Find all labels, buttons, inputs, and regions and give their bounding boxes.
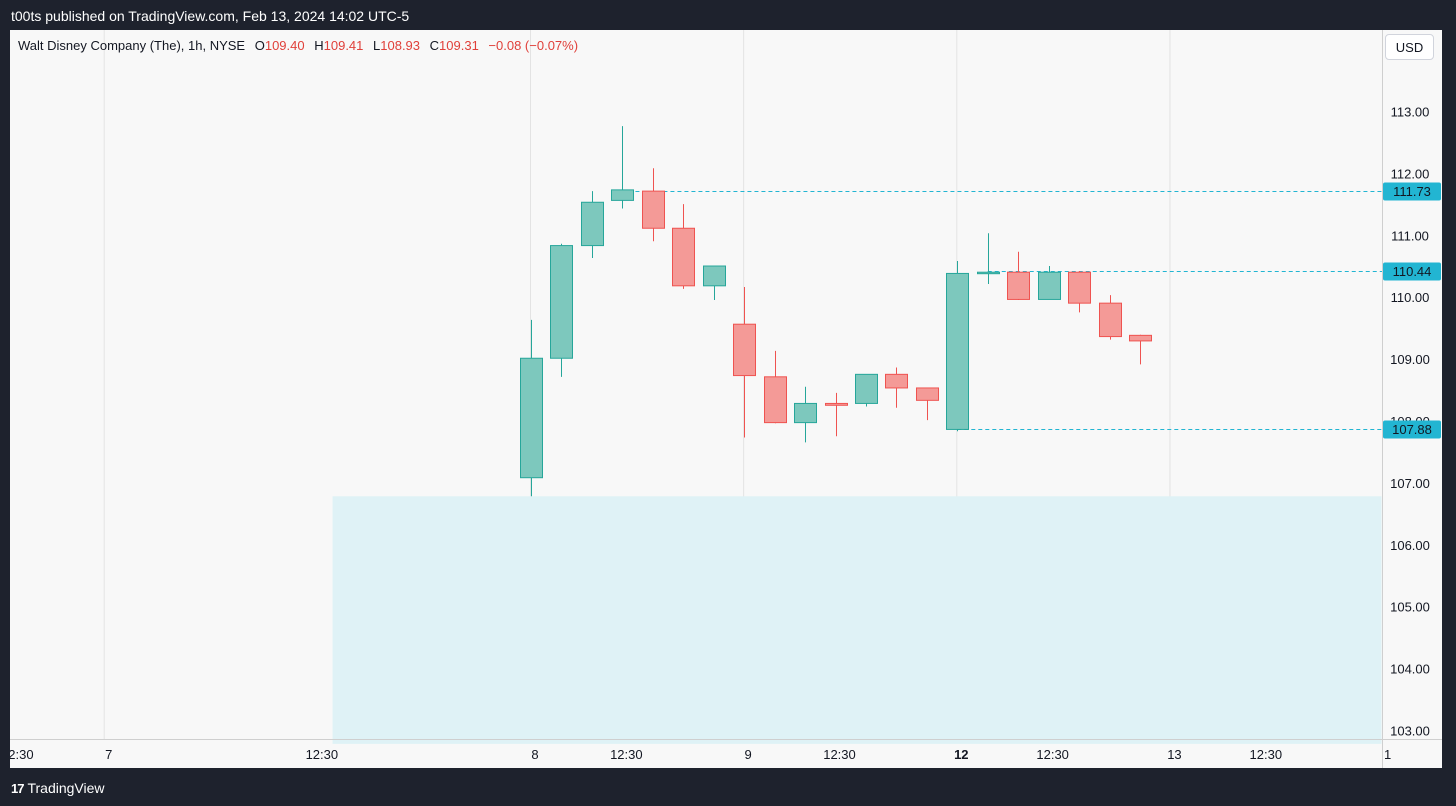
open-value: 109.40	[264, 38, 305, 53]
price-tick-label: 112.00	[1391, 166, 1430, 181]
candle-body	[611, 189, 634, 201]
publish-header: t00ts published on TradingView.com, Feb …	[0, 0, 1456, 30]
time-tick-label: 12:30	[10, 747, 34, 762]
price-tick-label: 106.00	[1390, 538, 1430, 553]
close-label: C	[429, 38, 440, 53]
open-label: O	[254, 38, 265, 53]
candle-body	[916, 387, 939, 401]
time-tick-label: 12	[954, 747, 968, 762]
candle-body	[581, 201, 604, 247]
level-price-tag	[1383, 182, 1441, 201]
candle-body	[1068, 271, 1091, 304]
candle-body	[1099, 302, 1122, 338]
change-value: −0.08 (−0.07%)	[488, 38, 579, 53]
low-value: 108.93	[380, 38, 421, 53]
time-tick-label: 8	[531, 747, 538, 762]
level-price-tag	[1383, 420, 1441, 439]
time-tick-label: 7	[105, 747, 112, 762]
candle-body	[520, 357, 543, 479]
high-value: 109.41	[323, 38, 364, 53]
high-label: H	[314, 38, 324, 53]
symbol-name: Walt Disney Company (The), 1h, NYSE	[18, 38, 246, 53]
candle-body	[1129, 334, 1152, 342]
candle-body	[1038, 271, 1061, 300]
close-value: 109.31	[439, 38, 479, 53]
time-tick-label: 13	[1167, 747, 1181, 762]
candle-body	[672, 227, 695, 287]
candle-body	[885, 373, 908, 389]
candle-body	[703, 265, 726, 287]
candle-body	[794, 402, 817, 424]
candle-body	[1007, 271, 1030, 300]
level-price-label: 110.44	[1393, 264, 1432, 279]
low-label: L	[373, 38, 381, 53]
level-price-tag	[1383, 262, 1441, 281]
time-tick-label: 12:30	[823, 747, 856, 762]
candle-body	[855, 373, 878, 404]
time-tick-label: 9	[745, 747, 752, 762]
candle-body	[733, 323, 756, 377]
candle-body	[764, 376, 787, 424]
price-tick-label: 104.00	[1390, 662, 1430, 677]
candlestick-chart[interactable]: 113.00112.00111.00110.00109.00108.00107.…	[10, 30, 1442, 768]
price-tick-label: 109.00	[1390, 352, 1430, 367]
level-price-label: 111.73	[1393, 184, 1431, 199]
price-tick-label: 113.00	[1391, 105, 1430, 120]
chart-panel[interactable]: 113.00112.00111.00110.00109.00108.00107.…	[10, 30, 1442, 768]
price-tick-label: 105.00	[1390, 600, 1430, 615]
price-tick-label: 107.00	[1390, 476, 1430, 491]
level-price-label: 107.88	[1392, 422, 1432, 437]
publish-line: t00ts published on TradingView.com, Feb …	[11, 8, 410, 24]
time-tick-label: 1	[1384, 747, 1391, 762]
price-tick-label: 111.00	[1391, 228, 1429, 243]
time-tick-label: 12:30	[1250, 747, 1283, 762]
currency-button[interactable]: USD	[1385, 34, 1434, 60]
footer-bar: 17 TradingView	[0, 768, 1456, 806]
time-tick-label: 12:30	[1036, 747, 1069, 762]
brand-name: TradingView	[27, 780, 105, 796]
support-zone	[332, 496, 1382, 744]
candle-body	[642, 190, 665, 229]
symbol-legend: Walt Disney Company (The), 1h, NYSE O109…	[18, 38, 578, 53]
candle-body	[825, 402, 848, 406]
tradingview-logo[interactable]: 17 TradingView	[11, 780, 105, 796]
price-tick-label: 103.00	[1390, 724, 1430, 739]
tradingview-logo-icon: 17	[11, 780, 25, 796]
candle-body	[550, 245, 573, 359]
time-tick-label: 12:30	[306, 747, 339, 762]
time-tick-label: 12:30	[610, 747, 643, 762]
candle-body	[946, 272, 969, 430]
price-tick-label: 110.00	[1391, 290, 1430, 305]
candle-body	[977, 271, 1000, 275]
